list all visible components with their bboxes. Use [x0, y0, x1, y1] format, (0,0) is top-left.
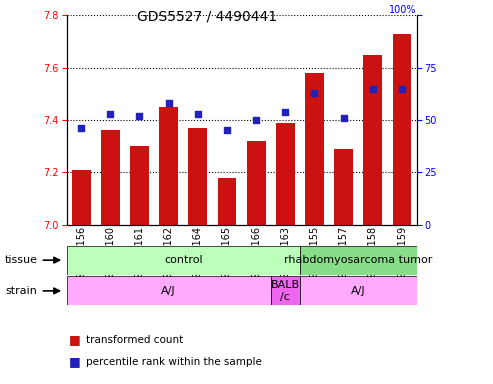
Point [223, 127, 231, 134]
Text: rhabdomyosarcoma tumor: rhabdomyosarcoma tumor [284, 255, 432, 265]
Bar [363, 55, 382, 225]
Point [282, 109, 289, 115]
Bar [130, 146, 149, 225]
Bar [71, 170, 91, 225]
Bar [300, 276, 417, 305]
Point [398, 86, 406, 92]
Point [311, 90, 318, 96]
Bar [271, 276, 300, 305]
Bar [334, 149, 353, 225]
Text: BALB
/c: BALB /c [271, 280, 300, 302]
Point [77, 125, 85, 131]
Text: ■: ■ [69, 355, 81, 368]
Point [136, 113, 143, 119]
Bar [217, 177, 237, 225]
Text: control: control [164, 255, 203, 265]
Bar [188, 128, 207, 225]
Bar [159, 107, 178, 225]
Point [165, 100, 173, 106]
Point [369, 86, 377, 92]
Bar [392, 34, 412, 225]
Text: 100%: 100% [389, 5, 417, 15]
Point [252, 117, 260, 123]
Bar [67, 276, 271, 305]
Bar [300, 246, 417, 275]
Text: ■: ■ [69, 333, 81, 346]
Point [340, 115, 348, 121]
Text: strain: strain [5, 286, 37, 296]
Text: tissue: tissue [5, 255, 38, 265]
Point [194, 111, 202, 117]
Bar [246, 141, 266, 225]
Text: A/J: A/J [351, 286, 365, 296]
Bar [276, 122, 295, 225]
Text: transformed count: transformed count [86, 335, 183, 345]
Bar [67, 246, 300, 275]
Text: percentile rank within the sample: percentile rank within the sample [86, 357, 262, 367]
Point [106, 111, 114, 117]
Text: GDS5527 / 4490441: GDS5527 / 4490441 [137, 10, 277, 23]
Text: A/J: A/J [161, 286, 176, 296]
Bar [101, 131, 120, 225]
Bar [305, 73, 324, 225]
